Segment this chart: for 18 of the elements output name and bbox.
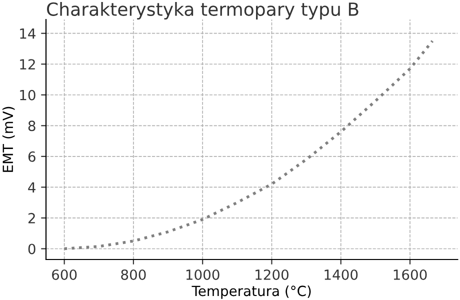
y-tick-label: 4 [28, 182, 36, 192]
x-tick-label: 1600 [394, 269, 427, 280]
x-axis-title: Temperatura (°C) [192, 285, 311, 299]
x-tick-label: 800 [121, 269, 146, 280]
y-tick-label: 0 [28, 244, 36, 254]
y-tick-label: 2 [28, 212, 35, 224]
y-tick-label: 6 [28, 151, 36, 162]
x-tick-label: 1200 [256, 269, 288, 280]
y-tick-label: 12 [20, 59, 35, 70]
chart-title: Charakterystyka termopary typu B [47, 2, 358, 20]
y-axis-title: EMT (mV) [2, 106, 15, 172]
x-tick-label: 1400 [324, 269, 358, 280]
x-tick-label: 1000 [186, 269, 220, 280]
y-tick-label: 10 [20, 90, 36, 100]
y-tick-label: 8 [28, 120, 36, 132]
line-series [62, 40, 434, 250]
y-tick-label: 14 [20, 28, 36, 39]
x-tick-label: 600 [52, 269, 77, 280]
